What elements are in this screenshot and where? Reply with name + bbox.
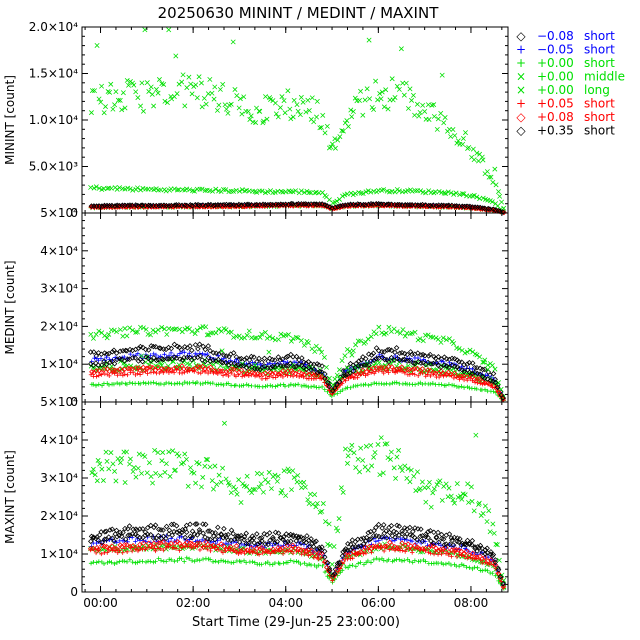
y-tick-label: 5.0×10³ xyxy=(29,160,78,174)
legend-label: short xyxy=(584,124,615,138)
x-tick-label: 04:00 xyxy=(268,596,303,610)
legend-entry: + −0.05 short xyxy=(516,43,615,57)
legend-label: short xyxy=(584,97,615,111)
legend-entry: + +0.05 short xyxy=(516,97,615,111)
markers-medint xyxy=(87,324,507,403)
y-tick-label: 5×10⁴ xyxy=(40,395,78,409)
legend-marker: ◇ xyxy=(516,110,526,124)
legend-marker: ◇ xyxy=(516,29,526,43)
y-tick-label: 0 xyxy=(70,585,78,599)
legend-offset: +0.00 xyxy=(537,70,574,84)
legend-offset: −0.08 xyxy=(537,29,574,43)
legend-offset: +0.35 xyxy=(537,124,574,138)
y-tick-label: 3×10⁴ xyxy=(40,471,78,485)
y-tick-label: 2×10⁴ xyxy=(40,319,78,333)
panel-minint: 0 5.0×10³ 1.0×10⁴ 1.5×10⁴ 2.0×10⁴ MININT [cou… xyxy=(3,20,509,220)
legend-marker: ◇ xyxy=(516,124,526,138)
legend-offset: +0.00 xyxy=(537,56,574,70)
legend-offset: −0.05 xyxy=(537,43,574,57)
series-maxint-7 xyxy=(88,528,506,587)
chart-title: 20250630 MININT / MEDINT / MAXINT xyxy=(158,4,440,22)
legend-entry: × +0.00 middle xyxy=(516,70,625,84)
markers-minint xyxy=(88,27,507,216)
legend-label: short xyxy=(584,110,615,124)
plot-frame xyxy=(81,401,509,593)
y-tick-label: 1.5×10⁴ xyxy=(29,67,78,81)
y-axis-label: MAXINT [count] xyxy=(3,450,17,544)
legend-label: short xyxy=(584,43,615,57)
legend-marker: + xyxy=(516,43,526,57)
y-tick-label: 4×10⁴ xyxy=(40,433,78,447)
x-tick-label: 00:00 xyxy=(83,596,118,610)
y-tick-label: 2×10⁴ xyxy=(40,509,78,523)
x-tick-label: 08:00 xyxy=(454,596,489,610)
legend-offset: +0.05 xyxy=(537,97,574,111)
legend-entry: ◇ +0.08 short xyxy=(516,110,615,124)
legend: ◇ −0.08 short + −0.05 short + +0.00 short × +0.00 m… xyxy=(516,29,625,138)
series-medint-3 xyxy=(88,324,506,399)
series-maxint-6 xyxy=(87,538,507,590)
y-tick-label: 0 xyxy=(70,206,78,220)
legend-entry: × +0.00 long xyxy=(516,83,610,97)
legend-label: middle xyxy=(584,70,625,84)
legend-label: long xyxy=(584,83,610,97)
panel-maxint: 0 1×10⁴ 2×10⁴ 3×10⁴ 4×10⁴ 5×10⁴ 00:00 02:00 04:0… xyxy=(3,395,509,610)
series-minint-3 xyxy=(88,184,506,215)
panel-medint: 0 1×10⁴ 2×10⁴ 3×10⁴ 4×10⁴ 5×10⁴ MEDINT [count] xyxy=(3,206,509,409)
y-tick-label: 1.0×10⁴ xyxy=(29,113,78,127)
legend-marker: + xyxy=(516,97,526,111)
legend-marker: + xyxy=(516,56,526,70)
y-tick-label: 2.0×10⁴ xyxy=(29,20,78,34)
y-tick-label: 1×10⁴ xyxy=(40,357,78,371)
y-tick-label: 5×10⁴ xyxy=(40,206,78,220)
y-axis-label: MININT [count] xyxy=(3,75,17,165)
legend-offset: +0.00 xyxy=(537,83,574,97)
y-tick-label: 4×10⁴ xyxy=(40,244,78,258)
series-medint-6 xyxy=(89,363,506,402)
legend-marker: × xyxy=(516,70,526,84)
x-tick-label: 06:00 xyxy=(361,596,396,610)
legend-entry: ◇ +0.35 short xyxy=(516,124,615,138)
legend-offset: +0.08 xyxy=(537,110,574,124)
legend-label: short xyxy=(584,56,615,70)
y-axis-label: MEDINT [count] xyxy=(3,260,17,354)
legend-label: short xyxy=(584,29,615,43)
series-maxint-4 xyxy=(89,420,507,583)
x-axis-label: Start Time (29-Jun-25 23:00:00) xyxy=(192,615,400,630)
y-tick-label: 3×10⁴ xyxy=(40,282,78,296)
y-tick-label: 0 xyxy=(70,395,78,409)
markers-maxint xyxy=(87,420,507,591)
legend-entry: ◇ −0.08 short xyxy=(516,29,615,43)
series-maxint-2 xyxy=(88,555,507,591)
legend-marker: × xyxy=(516,83,526,97)
series-minint-4 xyxy=(88,27,507,211)
series-medint-7 xyxy=(87,353,506,401)
series-medint-2 xyxy=(89,379,506,403)
y-tick-label: 1×10⁴ xyxy=(40,547,78,561)
plot-frame xyxy=(81,26,509,214)
x-tick-label: 02:00 xyxy=(176,596,211,610)
legend-entry: + +0.00 short xyxy=(516,56,615,70)
